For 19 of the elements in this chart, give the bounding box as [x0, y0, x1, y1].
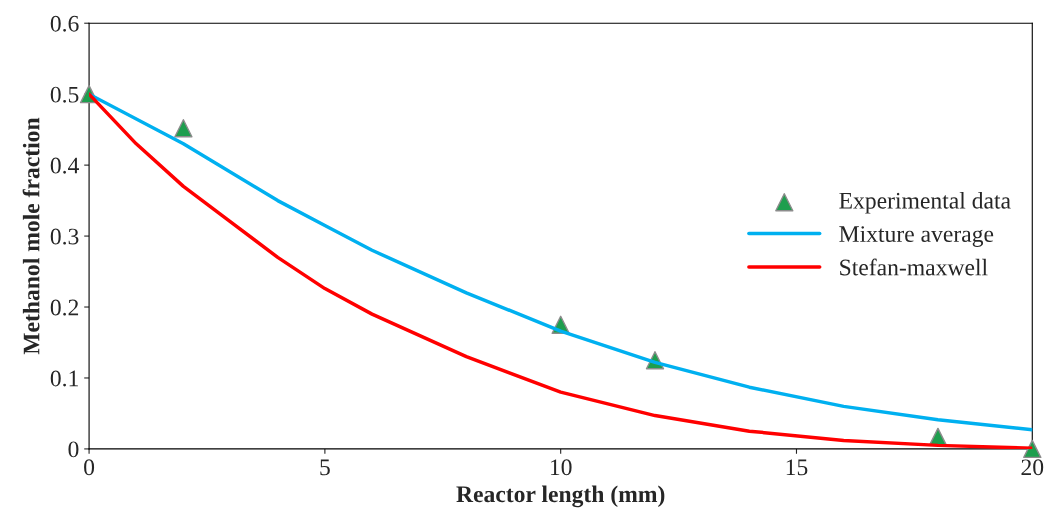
x-tick-label: 15 — [786, 459, 808, 476]
legend-label: Experimental data — [839, 192, 1011, 214]
y-tick-label: 0.1 — [50, 370, 78, 387]
y-tick-label: 0.4 — [50, 157, 79, 174]
x-tick-label: 0 — [84, 459, 95, 476]
point — [174, 119, 193, 138]
x-tick-label: 10 — [550, 459, 572, 476]
x-tick-label: 5 — [320, 459, 330, 476]
y-tick-label: 0.5 — [50, 86, 79, 103]
point — [1023, 439, 1042, 459]
y-tick-label: 0.2 — [50, 299, 79, 316]
y-axis-title: Methanol mole fraction — [22, 117, 40, 355]
x-axis-title: Reactor length (mm) — [456, 485, 665, 508]
y-tick-label: 0.3 — [50, 228, 79, 245]
legend-label: Mixture average — [839, 226, 994, 247]
y-tick-label: 0.6 — [50, 15, 79, 32]
x-tick-label: 20 — [1021, 459, 1044, 476]
legend-label: Stefan-maxwell — [840, 258, 988, 276]
y-tick-label: 0 — [68, 441, 79, 458]
